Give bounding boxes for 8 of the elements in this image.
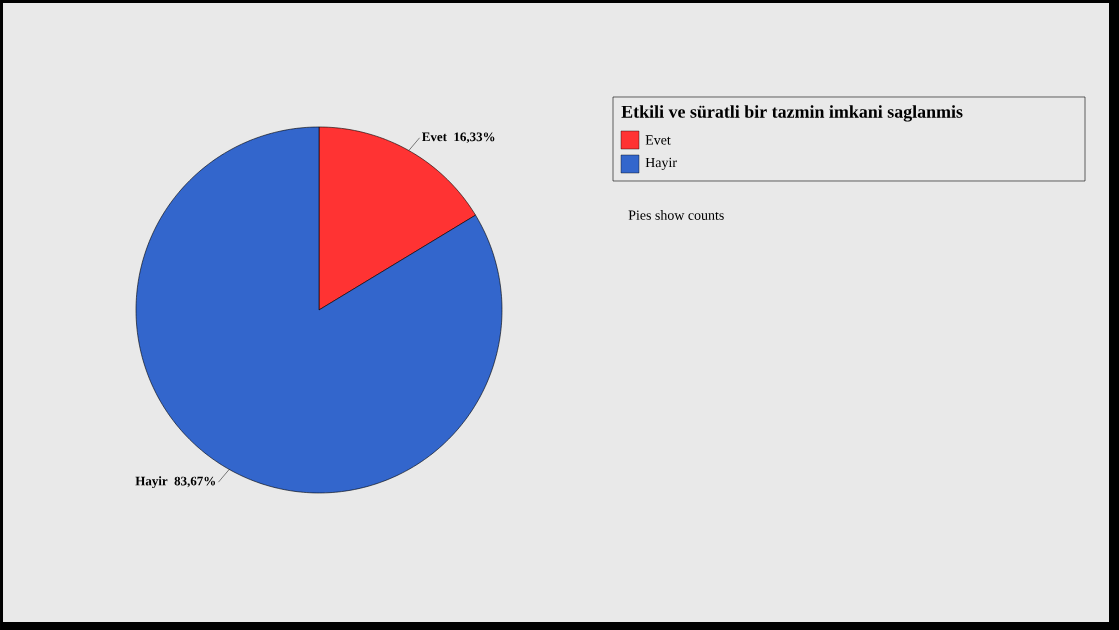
text: Pies show counts (628, 210, 724, 220)
legend-label: Hayir (645, 157, 677, 171)
slice-label: Hayir (135, 476, 168, 489)
data-label: 83,67% (174, 476, 216, 488)
legend-title: Etkili ve süratli bir tazmin imkani saglanmis (621, 105, 963, 122)
slice-label: Evet (422, 132, 447, 142)
legend-label: Evet (645, 135, 671, 145)
data-label: 16,33% (454, 132, 495, 144)
